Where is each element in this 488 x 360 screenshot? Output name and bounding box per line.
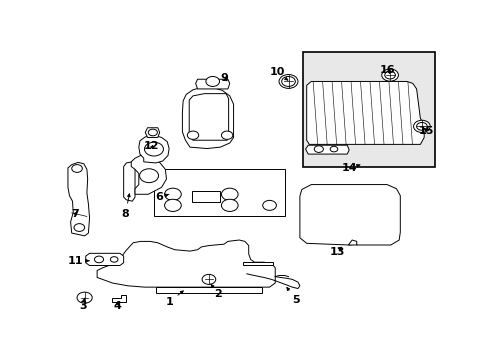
Polygon shape — [182, 87, 233, 149]
Text: 6: 6 — [155, 192, 169, 202]
Text: 5: 5 — [286, 287, 299, 305]
Text: 13: 13 — [329, 247, 345, 257]
Circle shape — [279, 75, 297, 89]
Circle shape — [314, 146, 323, 152]
Circle shape — [144, 142, 163, 156]
Polygon shape — [195, 79, 229, 89]
Circle shape — [72, 165, 82, 172]
Polygon shape — [347, 240, 356, 245]
Polygon shape — [112, 296, 125, 302]
Polygon shape — [189, 94, 228, 140]
Polygon shape — [123, 162, 135, 201]
Text: 14: 14 — [341, 163, 359, 174]
Polygon shape — [305, 145, 348, 154]
Text: 8: 8 — [122, 194, 130, 219]
Circle shape — [413, 120, 429, 132]
Circle shape — [205, 76, 219, 86]
Text: 1: 1 — [165, 291, 183, 307]
Text: 11: 11 — [68, 256, 89, 266]
Circle shape — [164, 188, 181, 201]
Circle shape — [262, 201, 276, 210]
Polygon shape — [97, 240, 275, 287]
Circle shape — [221, 199, 238, 211]
Circle shape — [139, 169, 158, 183]
Text: 10: 10 — [269, 67, 287, 80]
FancyBboxPatch shape — [302, 51, 434, 167]
Circle shape — [74, 224, 84, 231]
Polygon shape — [85, 253, 123, 266]
Circle shape — [187, 131, 198, 139]
Circle shape — [202, 274, 215, 284]
Text: 4: 4 — [113, 301, 121, 311]
Text: 15: 15 — [418, 126, 434, 135]
Text: 3: 3 — [79, 298, 87, 311]
Circle shape — [221, 131, 232, 139]
Circle shape — [381, 69, 398, 81]
Circle shape — [164, 199, 181, 211]
Text: 16: 16 — [379, 64, 395, 75]
Circle shape — [329, 146, 337, 152]
Circle shape — [221, 188, 238, 201]
Polygon shape — [68, 162, 89, 236]
Text: 12: 12 — [143, 141, 159, 151]
Polygon shape — [139, 135, 169, 163]
Circle shape — [110, 257, 118, 262]
Text: 7: 7 — [72, 209, 79, 219]
Circle shape — [94, 256, 103, 263]
Polygon shape — [156, 287, 262, 293]
Polygon shape — [243, 262, 273, 265]
Text: 9: 9 — [220, 73, 227, 83]
Polygon shape — [299, 185, 400, 245]
Polygon shape — [306, 81, 423, 144]
Text: 2: 2 — [210, 284, 222, 299]
Polygon shape — [154, 169, 284, 216]
Polygon shape — [145, 128, 159, 138]
Circle shape — [77, 292, 92, 303]
Circle shape — [148, 129, 157, 136]
Polygon shape — [191, 191, 220, 202]
Polygon shape — [131, 156, 166, 194]
